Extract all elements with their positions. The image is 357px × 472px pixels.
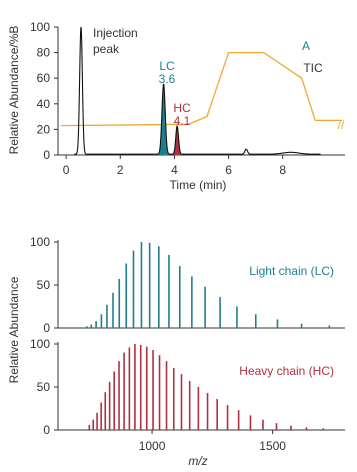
lc-y-tick-label: 50 — [37, 278, 51, 292]
lc-y-ticks: 0 50 100 — [30, 235, 58, 335]
hc-y-tick-label: 0 — [43, 423, 50, 437]
mass-spectra: Relative Abundance 0 50 100 Light chain (L… — [7, 235, 345, 468]
ms-x-tick-label: 1000 — [139, 439, 166, 453]
tic-x-tick-label: 2 — [117, 163, 124, 177]
tic-y-tick-label: 100 — [30, 20, 50, 34]
tic-x-axis-title: Time (min) — [170, 178, 227, 192]
injection-label-line2: peak — [93, 42, 120, 56]
hc-spectrum-bars — [88, 344, 325, 430]
injection-label-line1: Injection — [93, 26, 138, 40]
tic-chromatogram: Relative Abundance/%B 0 20 40 60 80 100 0 2 4 6 8… — [7, 20, 345, 192]
gradient-line — [60, 51, 343, 127]
hc-peak-label: HC — [173, 101, 191, 115]
tic-y-tick-label: 20 — [37, 122, 51, 136]
tic-x-tick-label: 0 — [63, 163, 70, 177]
tic-y-axis-title: Relative Abundance/%B — [7, 26, 21, 155]
lc-peak-time: 3.6 — [159, 72, 176, 86]
tic-y-tick-label: 40 — [37, 97, 51, 111]
tic-y-tick-label: 80 — [37, 46, 51, 60]
lc-spectrum: 0 50 100 Light chain (LC) — [30, 235, 345, 335]
lc-spectrum-bars — [86, 242, 331, 328]
hc-y-ticks: 0 50 100 — [30, 337, 58, 437]
hc-y-tick-label: 100 — [30, 337, 50, 351]
ms-x-ticks: 1000 1500 — [139, 430, 286, 453]
tic-y-tick-label: 60 — [37, 71, 51, 85]
lc-y-tick-label: 0 — [43, 321, 50, 335]
hc-peak-time: 4.1 — [174, 114, 191, 128]
axis-break-mark: // — [338, 118, 345, 132]
tic-y-ticks: 0 20 40 60 80 100 — [30, 20, 58, 162]
panel-label: A — [302, 39, 310, 53]
lc-peak-fill — [157, 84, 171, 155]
tic-y-tick-label: 0 — [43, 148, 50, 162]
ms-y-axis-title: Relative Abundance — [7, 276, 21, 383]
lc-peak-label: LC — [159, 59, 175, 73]
lc-y-tick-label: 100 — [30, 235, 50, 249]
tic-x-ticks: 0 2 4 6 8 — [63, 155, 286, 177]
tic-x-tick-label: 8 — [279, 163, 286, 177]
tic-x-tick-label: 6 — [225, 163, 232, 177]
ms-x-axis-title: m/z — [188, 454, 207, 468]
hc-series-label: Heavy chain (HC) — [239, 364, 334, 378]
lc-series-label: Light chain (LC) — [249, 264, 334, 278]
panel-subtitle: TIC — [303, 61, 323, 75]
ms-x-tick-label: 1500 — [259, 439, 286, 453]
tic-trace — [74, 26, 321, 155]
hc-spectrum: 0 50 100 1000 1500 Heavy chain (HC) m/z — [30, 337, 345, 468]
hc-peak-fill — [171, 126, 183, 155]
tic-x-tick-label: 4 — [171, 163, 178, 177]
hc-y-tick-label: 50 — [37, 380, 51, 394]
